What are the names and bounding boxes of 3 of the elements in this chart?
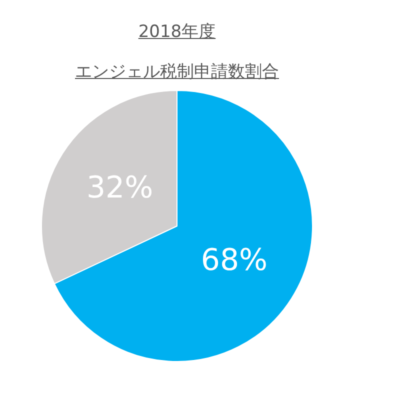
chart-title: 2018年度 <box>138 22 216 42</box>
data-label: 68% <box>200 243 268 278</box>
chart-subtitle: エンジェル税制申請数割合 <box>75 62 279 82</box>
